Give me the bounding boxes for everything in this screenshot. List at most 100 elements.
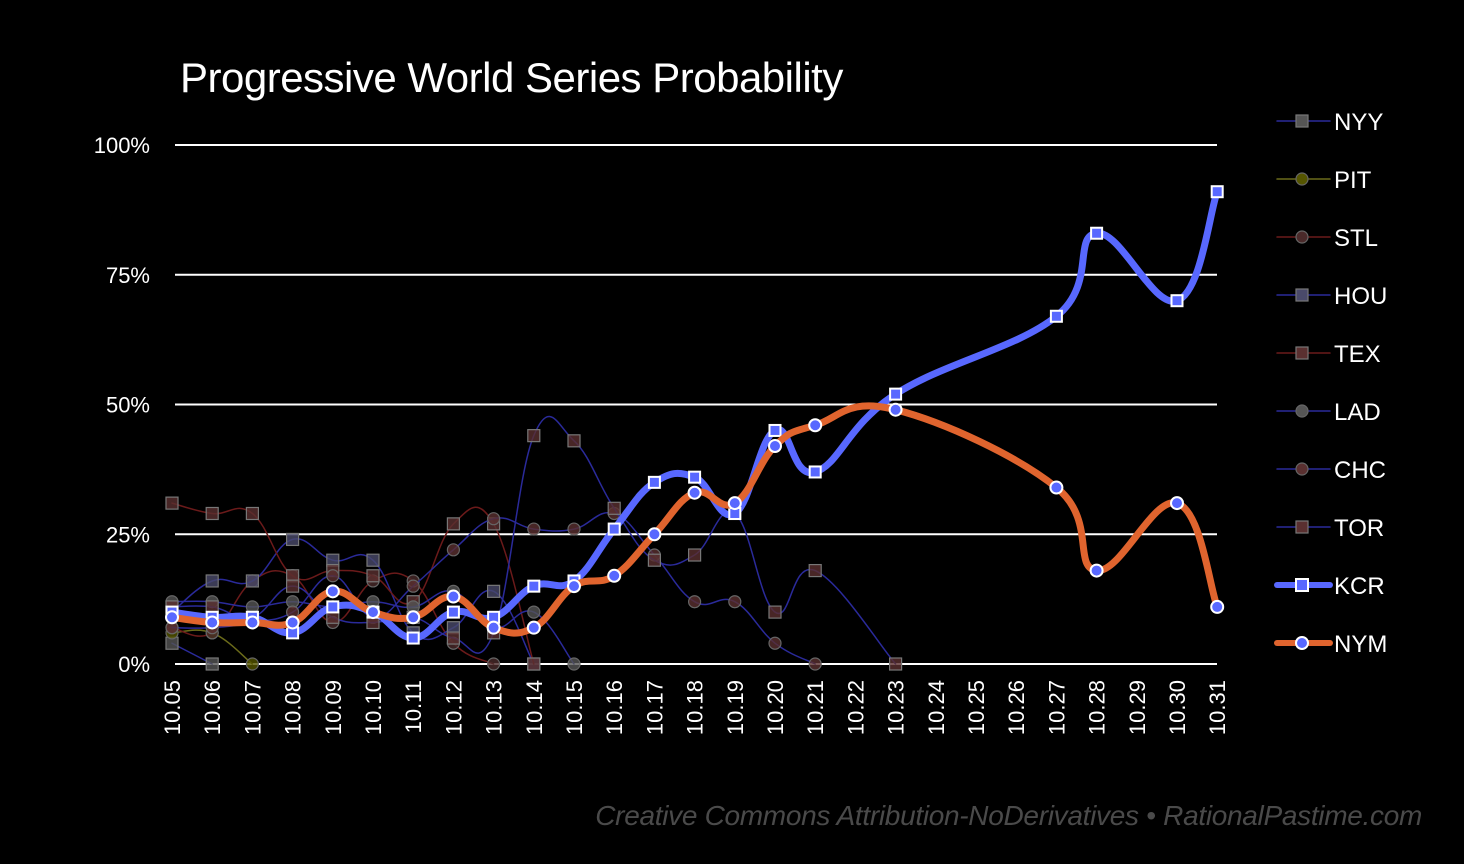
point-tex [446, 517, 460, 531]
point-kcr [808, 465, 822, 479]
series-nym [165, 402, 1225, 637]
legend-label: TEX [1334, 341, 1381, 368]
point-chc [728, 595, 742, 609]
y-tick-label: 75% [106, 263, 150, 288]
point-hou [487, 584, 501, 598]
y-tick-label: 50% [106, 393, 150, 418]
point-nym [446, 589, 461, 604]
legend-label: KCR [1334, 573, 1385, 600]
legend-label: HOU [1334, 283, 1387, 310]
point-lad [527, 605, 541, 619]
point-nym [687, 485, 702, 500]
x-tick-label: 10.17 [642, 680, 667, 735]
chart-title: Progressive World Series Probability [180, 54, 843, 101]
x-tick-label: 10.31 [1205, 680, 1230, 735]
x-tick-label: 10.20 [763, 680, 788, 735]
point-nym [245, 615, 260, 630]
legend-swatch-marker [1295, 288, 1309, 302]
grid [175, 144, 1217, 665]
x-tick-label: 10.07 [240, 680, 265, 735]
legend-swatch-marker [1295, 346, 1309, 360]
point-nym [165, 610, 179, 625]
legend-item-lad[interactable]: LAD [1276, 399, 1381, 426]
legend-item-nyy[interactable]: NYY [1276, 109, 1383, 136]
legend-swatch-marker [1295, 230, 1309, 244]
y-tick-label: 25% [106, 522, 150, 547]
legend-swatch-marker [1295, 404, 1309, 418]
legend-label: STL [1334, 225, 1378, 252]
point-tor [527, 429, 541, 443]
x-tick-label: 10.10 [361, 680, 386, 735]
x-tick-label: 10.09 [321, 680, 346, 735]
point-chc [808, 657, 822, 671]
legend-swatch-marker [1295, 520, 1309, 534]
point-nym [325, 584, 340, 599]
point-kcr [527, 579, 541, 593]
point-kcr [688, 470, 702, 484]
legend-item-tex[interactable]: TEX [1276, 341, 1381, 368]
point-kcr [647, 475, 661, 489]
point-stl [487, 657, 501, 671]
point-tex [527, 657, 541, 671]
x-tick-label: 10.27 [1044, 680, 1069, 735]
x-tick-label: 10.12 [441, 680, 466, 735]
point-nym [366, 605, 380, 620]
series-nyy [165, 636, 219, 671]
point-hou [245, 574, 259, 588]
point-chc [768, 636, 782, 650]
legend-label: NYY [1334, 109, 1383, 136]
point-nym [285, 615, 300, 630]
legend-item-pit[interactable]: PIT [1276, 167, 1372, 194]
point-kcr [1170, 294, 1184, 308]
point-tex [366, 569, 380, 583]
legend-label: TOR [1334, 515, 1384, 542]
legend-item-tor[interactable]: TOR [1276, 515, 1384, 542]
x-axis-ticks: 10.05 10.06 10.07 10.08 10.09 10.10 10.11 10.12… [160, 680, 1230, 735]
x-tick-label: 10.16 [602, 680, 627, 735]
point-chc [487, 512, 501, 526]
legend-swatch-marker [1295, 462, 1309, 476]
legend-item-stl[interactable]: STL [1276, 225, 1378, 252]
point-nym [1049, 480, 1064, 495]
legend-item-kcr[interactable]: KCR [1274, 573, 1385, 600]
point-nym [1089, 563, 1104, 578]
point-hou [286, 532, 300, 547]
point-tor [768, 605, 782, 619]
point-kcr [1090, 226, 1104, 240]
x-tick-label: 10.23 [884, 680, 909, 735]
x-tick-label: 10.28 [1085, 680, 1110, 735]
x-tick-label: 10.26 [1004, 680, 1029, 735]
series-line-tex [171, 502, 535, 665]
point-nym [1170, 496, 1184, 511]
point-kcr [889, 387, 903, 401]
point-kcr [446, 605, 460, 619]
point-nyy [205, 657, 219, 671]
point-kcr [326, 600, 340, 614]
point-nym [567, 579, 581, 594]
point-nym [486, 620, 501, 635]
legend-item-hou[interactable]: HOU [1276, 283, 1387, 310]
y-tick-label: 0% [118, 652, 150, 677]
series-group [165, 185, 1225, 671]
point-nym [888, 402, 903, 417]
point-kcr [768, 423, 782, 437]
y-axis-ticks: 0% 25% 50% 75% 100% [94, 133, 150, 677]
point-tex [245, 506, 259, 521]
point-chc [406, 579, 420, 593]
point-tor [286, 579, 300, 593]
legend-item-chc[interactable]: CHC [1276, 457, 1386, 484]
x-tick-label: 10.25 [964, 680, 989, 735]
credit-text: Creative Commons Attribution-NoDerivativ… [595, 800, 1422, 831]
point-chc [527, 522, 541, 536]
x-tick-label: 10.08 [281, 680, 306, 735]
point-nym [808, 418, 823, 433]
x-tick-label: 10.05 [160, 680, 185, 735]
point-kcr [607, 522, 621, 536]
legend[interactable]: NYY PIT STL HOU TEX LAD CHC TOR KCR NYM [1274, 109, 1387, 658]
legend-label: PIT [1334, 167, 1372, 194]
legend-swatch-marker [1295, 578, 1309, 592]
point-tor [607, 501, 621, 515]
point-chc [326, 569, 340, 583]
legend-item-nym[interactable]: NYM [1274, 631, 1387, 658]
point-kcr [1049, 309, 1063, 323]
